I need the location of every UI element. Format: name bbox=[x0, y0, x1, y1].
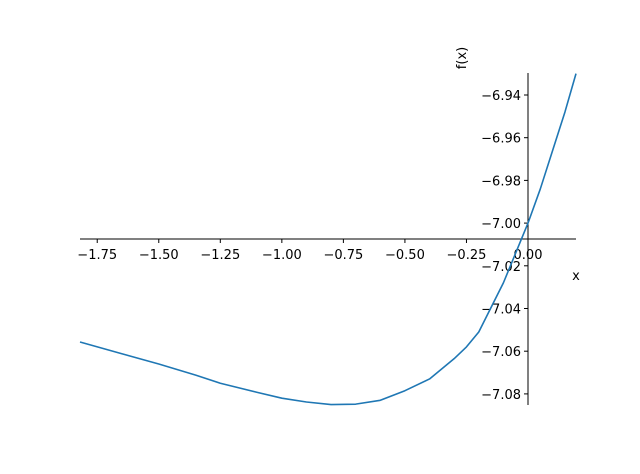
y-tick-label: −6.98 bbox=[481, 174, 521, 189]
x-tick-label: −1.50 bbox=[139, 248, 179, 263]
x-axis-label: x bbox=[572, 269, 580, 284]
y-tick-label: −7.06 bbox=[481, 345, 521, 360]
y-tick-label: −6.94 bbox=[481, 89, 521, 104]
x-tick-label: 0.00 bbox=[514, 248, 543, 263]
x-tick-label: −1.75 bbox=[77, 248, 117, 263]
x-tick-label: −1.25 bbox=[200, 248, 240, 263]
y-tick-label: −6.96 bbox=[481, 132, 521, 147]
y-tick-label: −7.02 bbox=[481, 260, 521, 275]
line bbox=[79, 73, 577, 406]
x-tick-label: −0.25 bbox=[447, 248, 487, 263]
y-axis-label: f(x) bbox=[455, 47, 470, 69]
x-tick-label: −1.00 bbox=[262, 248, 302, 263]
x-tick-label: −0.75 bbox=[323, 248, 363, 263]
y-tick-label: −7.08 bbox=[481, 388, 521, 403]
x-tick-label: −0.50 bbox=[385, 248, 425, 263]
y-tick-label: −7.00 bbox=[481, 217, 521, 232]
